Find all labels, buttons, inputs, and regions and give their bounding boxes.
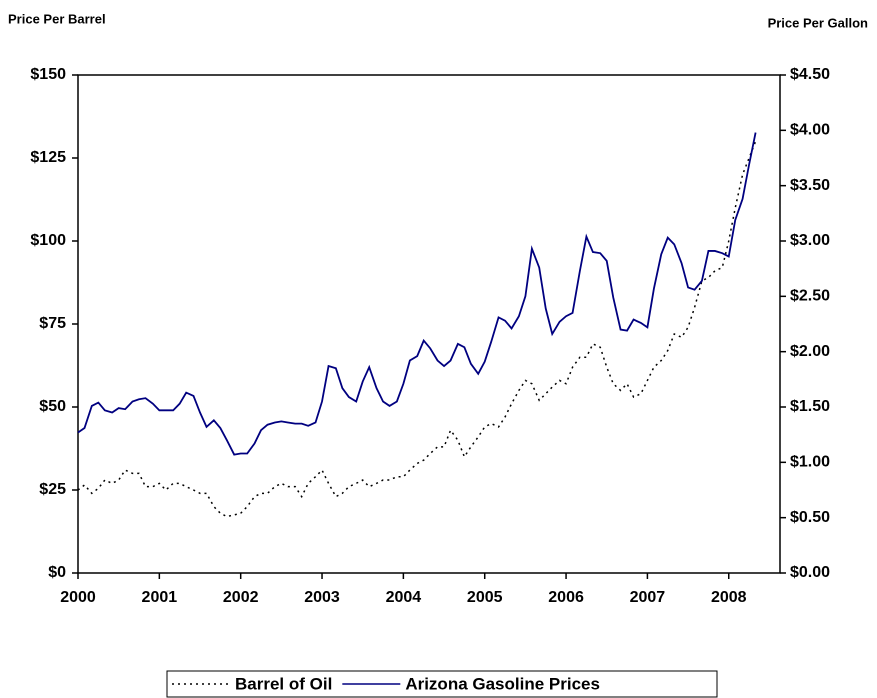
y2-tick-label: $0.50 bbox=[790, 509, 830, 526]
legend-label: Arizona Gasoline Prices bbox=[405, 674, 600, 693]
x-tick-label: 2007 bbox=[630, 589, 666, 606]
y2-tick-label: $3.00 bbox=[790, 232, 830, 249]
x-tick-label: 2003 bbox=[304, 589, 340, 606]
y2-axis-title: Price Per Gallon bbox=[768, 15, 868, 30]
y2-tick-label: $4.00 bbox=[790, 122, 830, 139]
y2-tick-label: $2.00 bbox=[790, 343, 830, 360]
x-tick-label: 2001 bbox=[142, 589, 178, 606]
x-tick-label: 2008 bbox=[711, 589, 747, 606]
legend-label: Barrel of Oil bbox=[235, 674, 332, 693]
y-tick-label: $50 bbox=[39, 398, 66, 415]
y2-tick-label: $4.50 bbox=[790, 66, 830, 83]
x-tick-label: 2004 bbox=[386, 589, 422, 606]
legend-box bbox=[166, 670, 718, 698]
plot-frame bbox=[77, 74, 781, 574]
x-tick-label: 2005 bbox=[467, 589, 503, 606]
series-line bbox=[77, 141, 757, 518]
y2-tick-label: $3.50 bbox=[790, 177, 830, 194]
y-tick-label: $75 bbox=[39, 315, 66, 332]
x-tick-label: 2000 bbox=[60, 589, 96, 606]
y2-tick-label: $1.00 bbox=[790, 454, 830, 471]
y-tick-label: $150 bbox=[30, 66, 66, 83]
y-tick-label: $25 bbox=[39, 481, 66, 498]
y-tick-label: $0 bbox=[48, 564, 66, 581]
y-tick-label: $100 bbox=[30, 232, 66, 249]
y-tick-label: $125 bbox=[30, 149, 66, 166]
y2-tick-label: $2.50 bbox=[790, 288, 830, 305]
y2-tick-label: $1.50 bbox=[790, 398, 830, 415]
x-tick-label: 2006 bbox=[548, 589, 584, 606]
series-line bbox=[77, 132, 757, 456]
y2-tick-label: $0.00 bbox=[790, 564, 830, 581]
y-axis-title: Price Per Barrel bbox=[8, 11, 106, 26]
x-tick-label: 2002 bbox=[223, 589, 259, 606]
